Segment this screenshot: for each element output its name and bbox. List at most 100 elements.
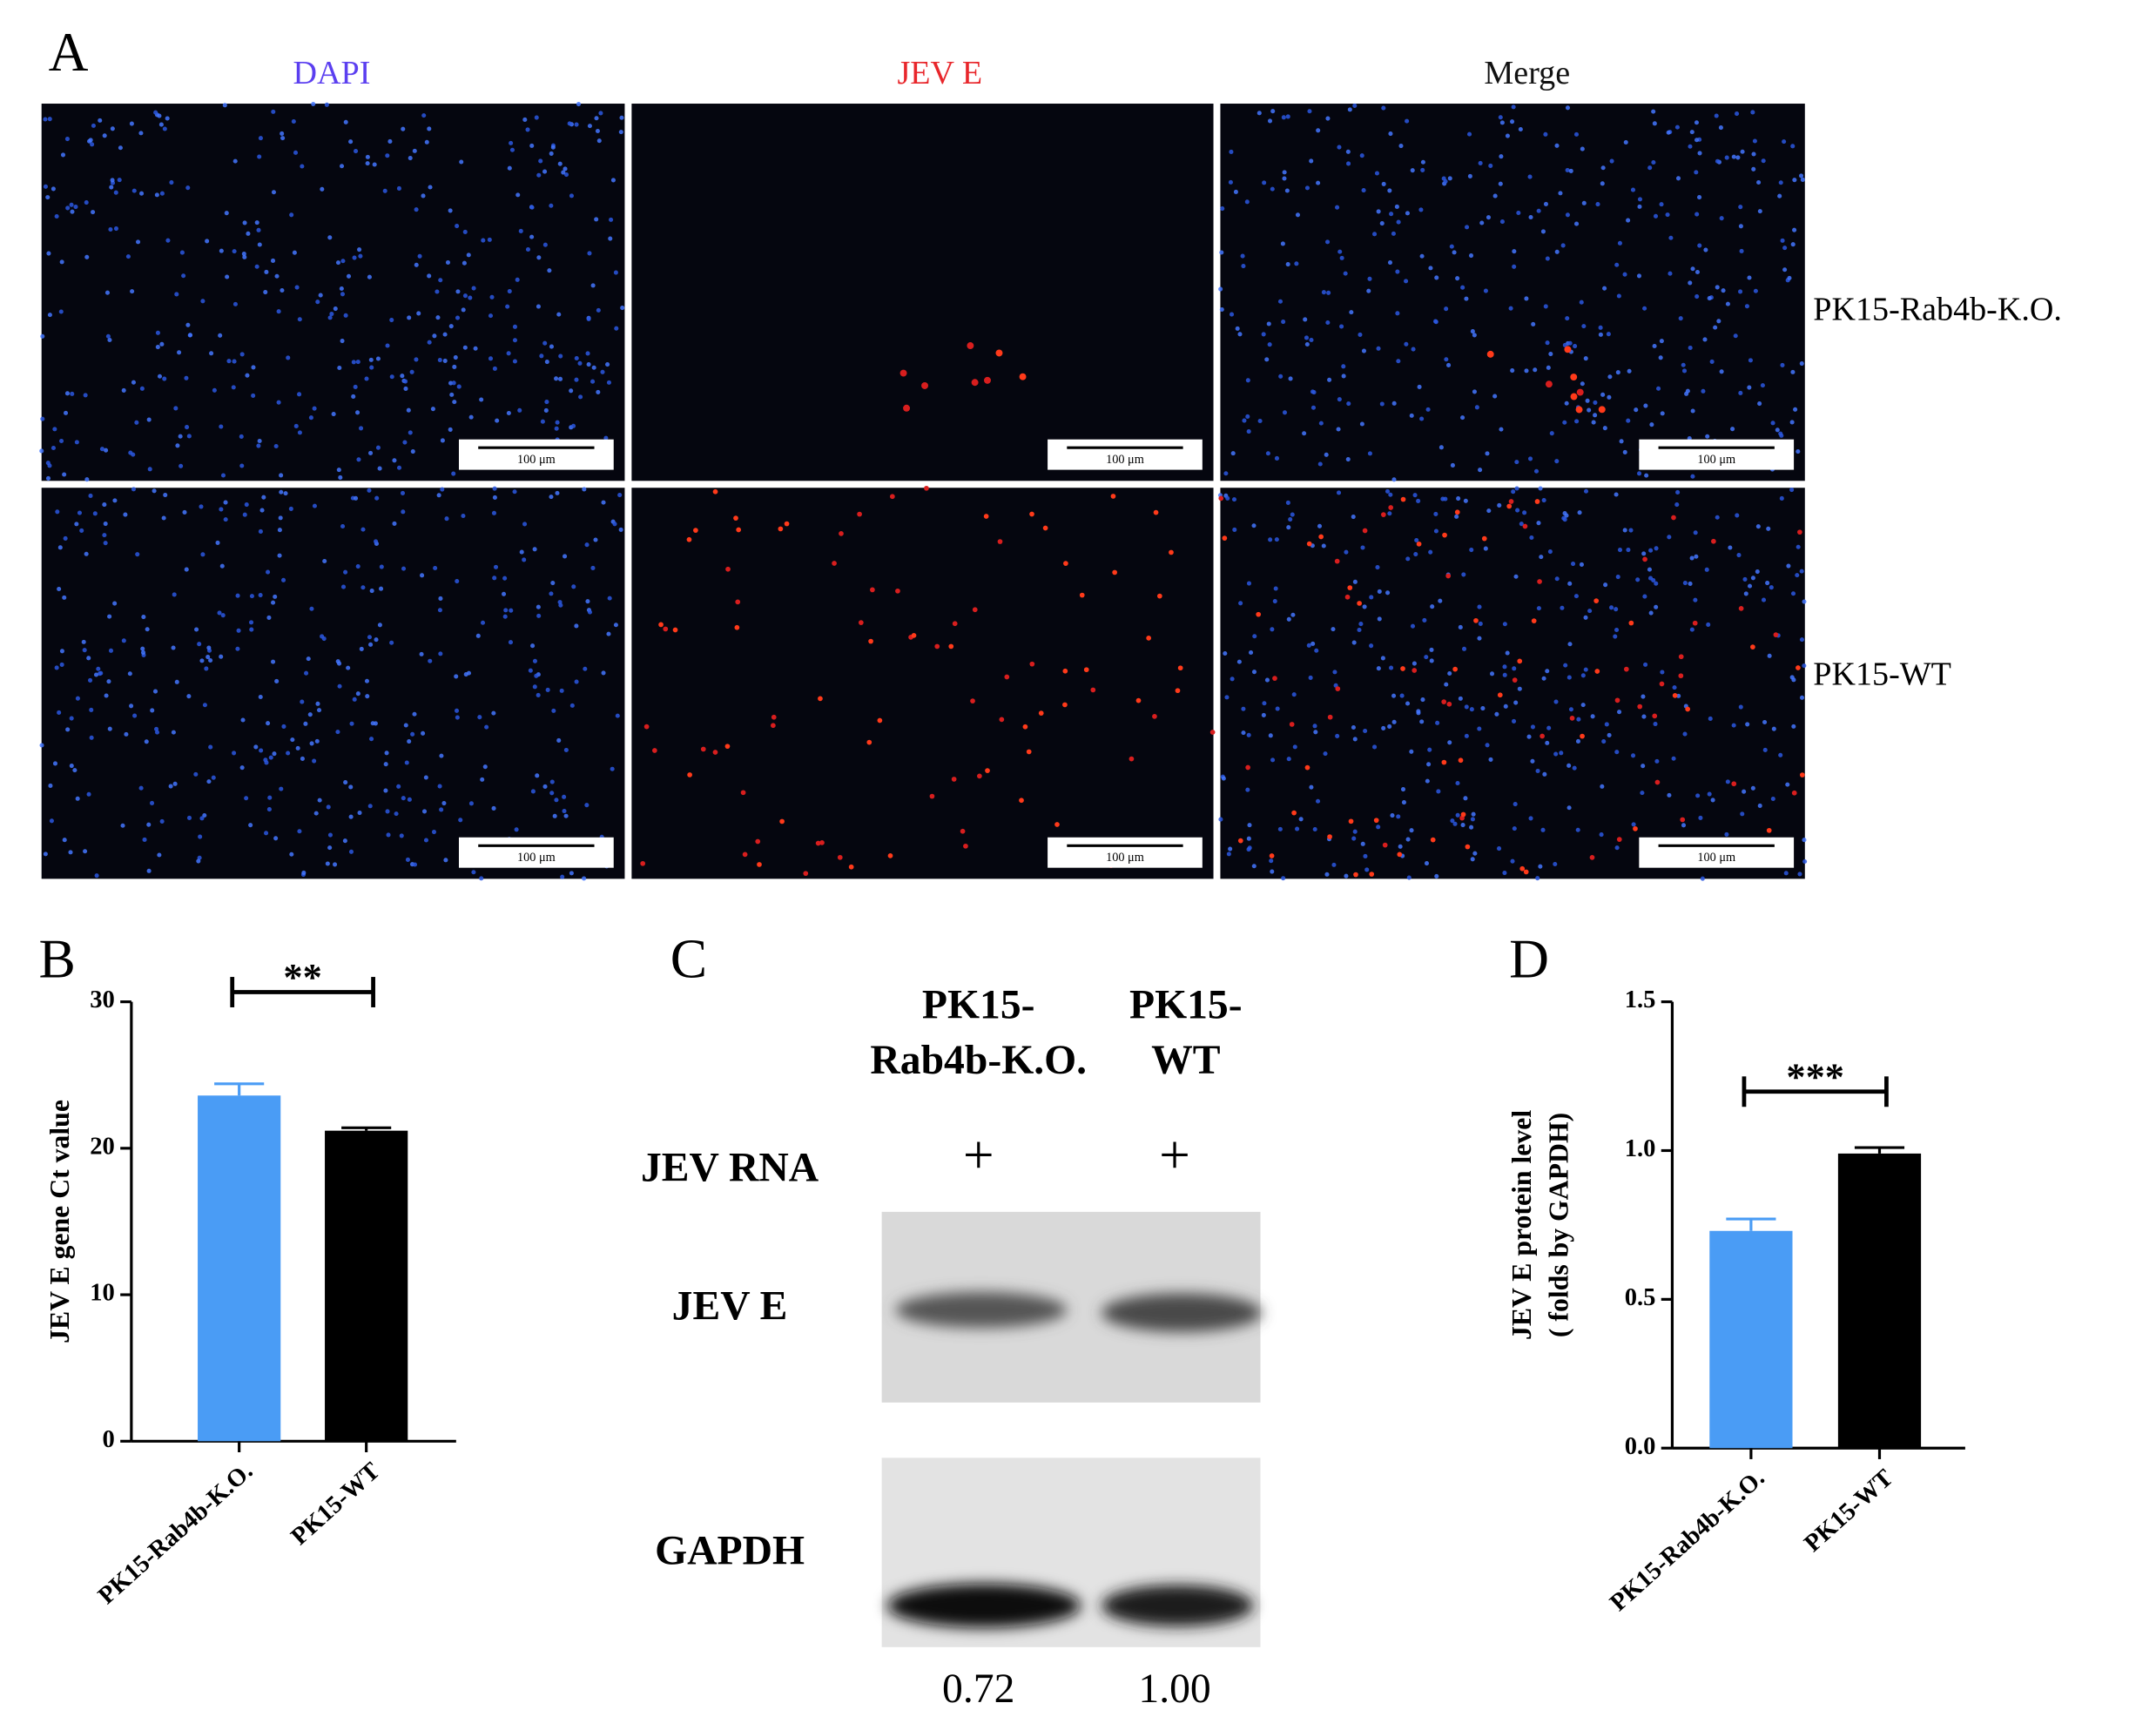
nucleus — [414, 262, 419, 267]
nucleus — [557, 376, 563, 381]
nucleus — [276, 309, 281, 314]
nucleus — [1489, 671, 1495, 677]
nucleus — [202, 812, 207, 818]
nucleus — [550, 145, 556, 150]
nucleus — [1735, 111, 1740, 117]
nucleus — [423, 775, 428, 780]
infected-cell — [1245, 764, 1250, 771]
nucleus — [444, 516, 449, 522]
nucleus — [1429, 658, 1434, 663]
nucleus — [1229, 149, 1234, 155]
nucleus — [1579, 300, 1584, 305]
nucleus — [1802, 858, 1808, 865]
nucleus — [1780, 238, 1785, 243]
nucleus — [517, 407, 522, 413]
infected-cell — [1506, 503, 1513, 509]
nucleus — [355, 564, 360, 569]
nucleus — [614, 326, 619, 331]
nucleus — [1309, 158, 1314, 164]
infected-cell — [1135, 697, 1142, 703]
nucleus — [1469, 825, 1474, 830]
nucleus — [277, 528, 282, 533]
nucleus — [1668, 235, 1674, 240]
nucleus — [157, 113, 162, 118]
nucleus — [159, 341, 165, 347]
nucleus — [1751, 151, 1756, 157]
nucleus — [340, 292, 345, 297]
nucleus — [205, 655, 211, 660]
nucleus — [1303, 317, 1308, 322]
nucleus — [1688, 581, 1693, 586]
nucleus — [144, 739, 149, 744]
nucleus — [1302, 431, 1307, 436]
nucleus — [1796, 544, 1801, 549]
nucleus — [359, 426, 364, 431]
nucleus — [1536, 606, 1541, 611]
nucleus — [303, 721, 308, 726]
infected-cell — [1218, 495, 1224, 501]
nucleus — [1694, 138, 1700, 143]
nucleus — [346, 273, 352, 279]
nucleus — [1281, 876, 1286, 881]
nucleus — [155, 330, 160, 335]
nucleus — [129, 121, 134, 126]
nucleus — [1567, 340, 1573, 346]
nucleus — [542, 169, 548, 174]
nucleus — [1483, 288, 1488, 293]
nucleus — [1553, 699, 1559, 704]
nucleus — [235, 593, 240, 598]
nucleus — [560, 874, 565, 879]
infected-cell — [934, 643, 940, 650]
nucleus — [530, 643, 536, 649]
nucleus — [289, 212, 294, 218]
nucleus — [131, 452, 136, 457]
nucleus — [1388, 131, 1393, 137]
infected-cell — [1692, 620, 1698, 626]
nucleus — [263, 289, 268, 295]
nucleus — [40, 416, 45, 421]
quantification: 0.72 — [942, 1666, 1014, 1712]
nucleus — [356, 457, 361, 462]
nucleus — [339, 286, 344, 292]
nucleus — [549, 495, 554, 500]
nucleus — [244, 502, 249, 508]
nucleus — [440, 438, 445, 443]
nucleus — [1667, 792, 1672, 798]
nucleus — [587, 124, 592, 129]
nucleus — [1614, 627, 1620, 633]
nucleus — [308, 415, 313, 421]
nucleus — [1702, 337, 1708, 342]
nucleus — [51, 186, 56, 192]
nucleus — [549, 591, 554, 596]
nucleus — [1226, 852, 1231, 857]
nucleus — [225, 274, 230, 279]
nucleus — [1404, 341, 1409, 347]
nucleus — [1351, 514, 1356, 520]
nucleus — [522, 557, 527, 562]
nucleus — [1310, 405, 1317, 410]
nucleus — [289, 852, 294, 857]
nucleus — [1790, 242, 1796, 247]
nucleus — [337, 365, 342, 371]
nucleus — [1707, 791, 1712, 797]
nucleus — [1755, 524, 1761, 529]
nucleus — [200, 552, 205, 557]
infected-cell — [1594, 669, 1600, 674]
nucleus — [91, 123, 96, 128]
nucleus — [1636, 273, 1642, 279]
nucleus — [129, 703, 134, 709]
nucleus — [461, 513, 466, 519]
nucleus — [1502, 672, 1507, 677]
nucleus — [340, 339, 345, 344]
nucleus — [300, 699, 305, 704]
nucleus — [438, 278, 443, 283]
nucleus — [1454, 514, 1459, 519]
nucleus — [1274, 537, 1279, 542]
nucleus — [569, 871, 574, 876]
nucleus — [1336, 427, 1341, 432]
infected-cell — [1335, 686, 1341, 692]
nucleus — [365, 161, 370, 166]
nucleus — [1704, 567, 1709, 572]
infected-cell — [877, 717, 883, 724]
infected-cell — [1388, 505, 1394, 510]
